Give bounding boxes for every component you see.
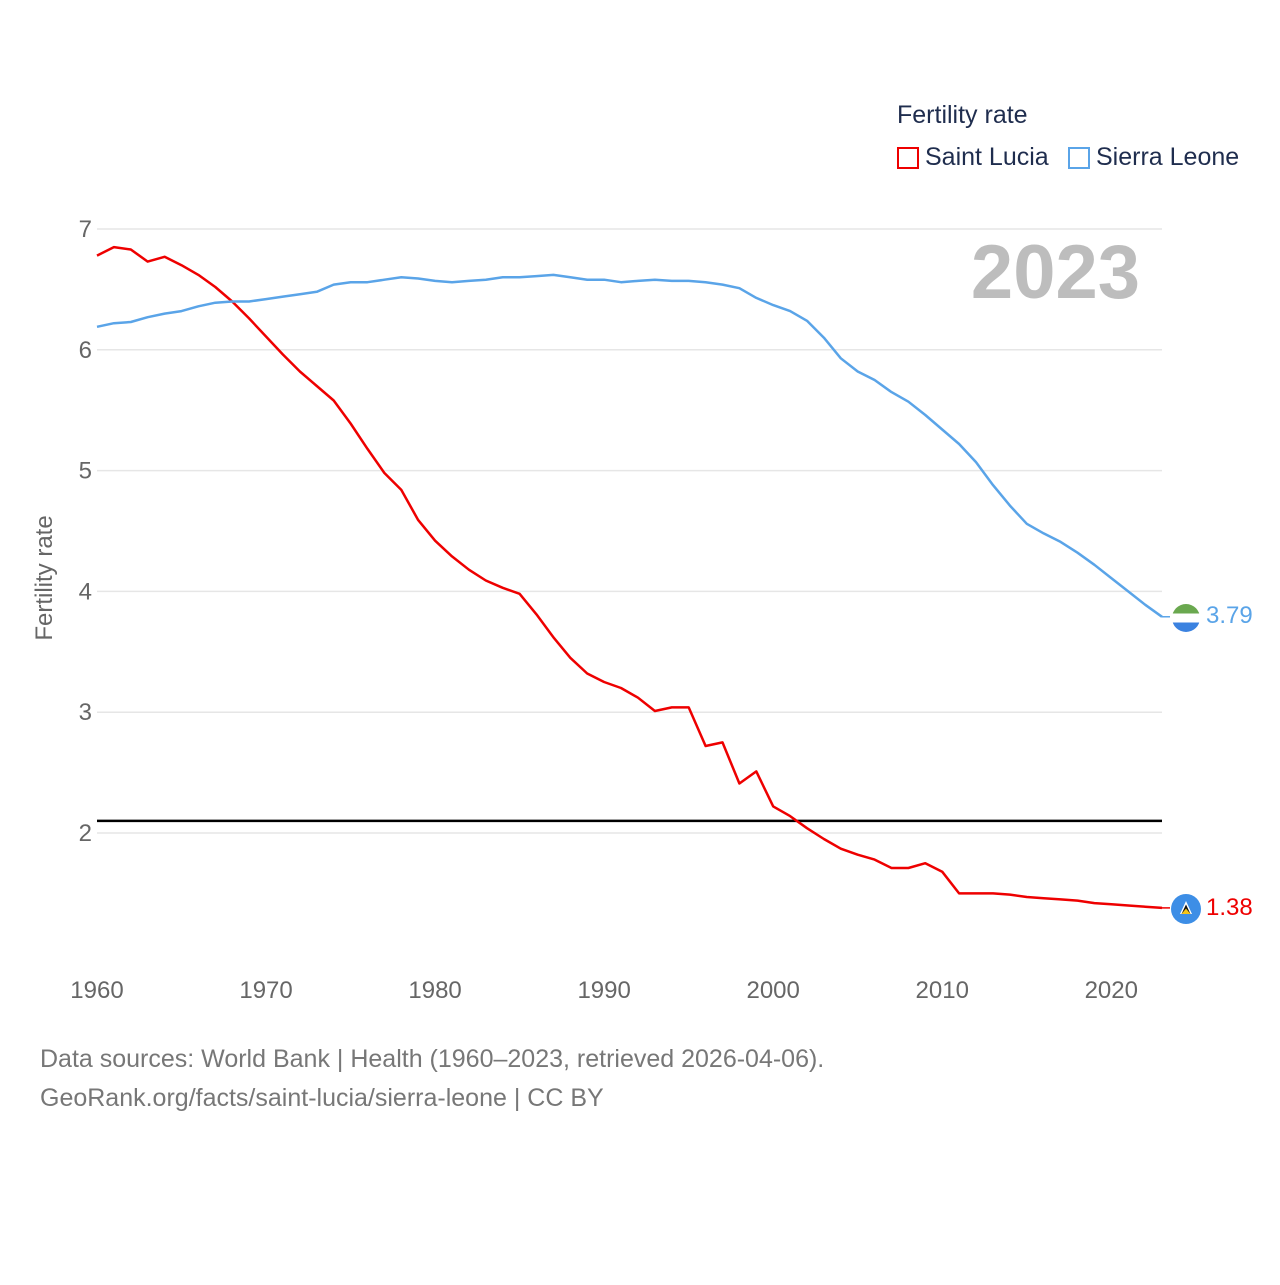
series-line-sierra-leone	[96, 273, 1163, 618]
y-tick-labels: 2 3 4 5 6 7	[79, 216, 92, 847]
legend-title: Fertility rate	[897, 101, 1028, 129]
legend-item-saint-lucia[interactable]: Saint Lucia	[897, 143, 1049, 172]
x-tick-label: 2010	[916, 977, 969, 1004]
legend-swatch-sierra-leone	[1068, 146, 1090, 169]
sierra-leone-flag-icon	[1172, 604, 1200, 632]
y-axis-label: Fertility rate	[31, 515, 58, 640]
x-tick-labels: 1960 1970 1980 1990 2000 2010 2020	[70, 977, 1138, 1004]
y-tick-label: 2	[79, 820, 92, 847]
legend-swatch-saint-lucia	[897, 146, 919, 169]
x-tick-label: 1990	[577, 977, 630, 1004]
x-tick-label: 1960	[70, 977, 123, 1004]
end-label-saint-lucia: 1.38	[1206, 894, 1253, 921]
end-label-sierra-leone: 3.79	[1206, 602, 1253, 629]
y-tick-label: 5	[79, 458, 92, 485]
series-line-saint-lucia	[96, 245, 1163, 910]
y-tick-label: 7	[79, 216, 92, 243]
x-tick-label: 2000	[746, 977, 799, 1004]
source-line-2[interactable]: GeoRank.org/facts/saint-lucia/sierra-leo…	[40, 1084, 604, 1112]
x-tick-label: 2020	[1085, 977, 1138, 1004]
legend-item-sierra-leone[interactable]: Sierra Leone	[1068, 143, 1239, 172]
legend-label-sierra-leone: Sierra Leone	[1096, 143, 1240, 171]
grid-lines	[97, 228, 1162, 834]
saint-lucia-flag-icon	[1171, 894, 1201, 924]
x-tick-label: 1970	[239, 977, 292, 1004]
y-tick-label: 3	[79, 699, 92, 726]
year-label: 2023	[971, 230, 1140, 315]
source-line-1: Data sources: World Bank | Health (1960–…	[40, 1045, 825, 1073]
y-tick-label: 4	[79, 578, 92, 605]
series-lines	[96, 245, 1170, 910]
x-tick-label: 1980	[408, 977, 461, 1004]
legend-label-saint-lucia: Saint Lucia	[925, 143, 1049, 171]
y-tick-label: 6	[79, 337, 92, 364]
